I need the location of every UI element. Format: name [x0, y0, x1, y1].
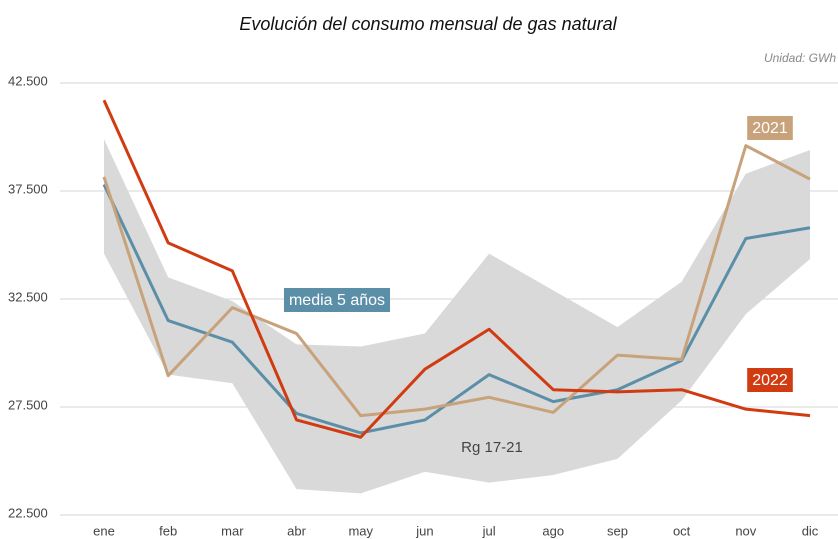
label-box: [747, 116, 793, 140]
y-tick-label: 42.500: [8, 73, 48, 88]
x-tick-label: ene: [93, 523, 115, 538]
chart-title: Evolución del consumo mensual de gas nat…: [239, 14, 617, 34]
range-band: [104, 139, 810, 494]
x-tick-label: may: [348, 523, 373, 538]
legend-label: 2022: [752, 372, 788, 389]
series-label: media 5 años: [283, 288, 391, 312]
band-label: Rg 17-21: [461, 439, 523, 456]
series-line: [102, 183, 811, 435]
series-line: [102, 99, 811, 439]
y-tick-label: 22.500: [8, 505, 48, 520]
y-tick-label: 32.500: [8, 289, 48, 304]
legend-label: 2021: [752, 120, 788, 137]
label-box: [283, 288, 391, 312]
series-line: [102, 144, 811, 418]
x-tick-label: sep: [607, 523, 628, 538]
legend-label: media 5 años: [289, 292, 385, 309]
x-tick-label: mar: [221, 523, 244, 538]
unit-label: Unidad: GWh: [764, 51, 836, 65]
series-label: 2021: [747, 116, 793, 140]
x-tick-label: jul: [482, 523, 496, 538]
y-tick-label: 37.500: [8, 181, 48, 196]
y-tick-label: 27.500: [8, 397, 48, 412]
x-tick-label: oct: [673, 523, 691, 538]
x-tick-label: jun: [415, 523, 433, 538]
x-tick-label: dic: [802, 523, 819, 538]
label-box: [747, 368, 793, 392]
series-label: 2022: [747, 368, 793, 392]
x-tick-label: nov: [735, 523, 756, 538]
x-tick-label: abr: [287, 523, 306, 538]
x-tick-label: ago: [542, 523, 564, 538]
x-tick-label: feb: [159, 523, 177, 538]
